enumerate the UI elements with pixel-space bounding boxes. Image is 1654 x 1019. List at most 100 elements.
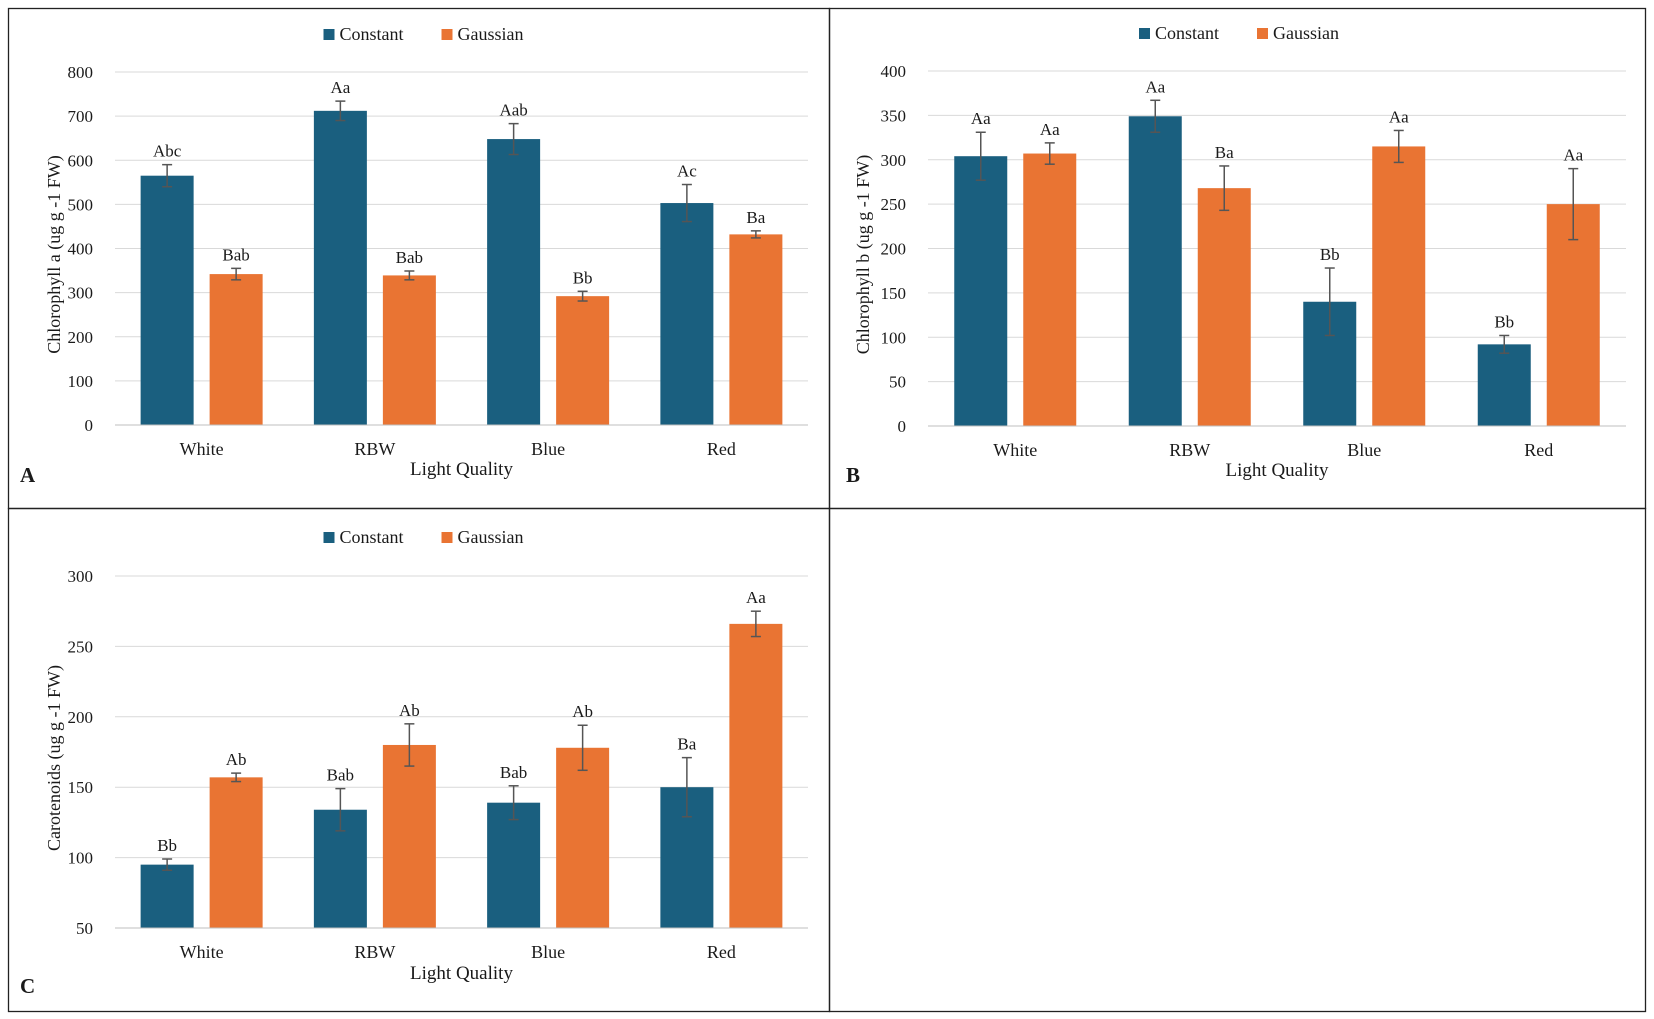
x-axis-title: Light Quality — [410, 459, 513, 480]
panel-empty-border — [828, 507, 1647, 1013]
bar-gaussian — [1372, 146, 1426, 426]
bar-constant — [1477, 344, 1531, 426]
significance-label: Ab — [226, 750, 247, 769]
panel-c-chart: 50 100 150 200 250 300 Bb Bab Bab Ba Ab Ab Ab Aa White… — [20, 527, 808, 998]
panel-letter: B — [846, 463, 860, 487]
y-tick-label: 800 — [68, 63, 94, 82]
y-tick-label: 0 — [898, 417, 907, 436]
legend-swatch-constant — [323, 532, 335, 543]
x-tick-label: Red — [707, 942, 736, 962]
y-tick-label: 300 — [68, 284, 94, 303]
panel-b-chart: 0 50 100 150 200 250 300 350 400 Aa Aa Bb Bb Aa Ba Aa Aa… — [846, 23, 1626, 487]
bar-gaussian — [556, 296, 610, 425]
legend-label-constant: Constant — [340, 527, 404, 547]
bar-gaussian — [556, 747, 610, 928]
bar-constant — [487, 139, 541, 425]
significance-label: Ac — [677, 162, 697, 181]
x-tick-label: Red — [1524, 440, 1553, 460]
y-tick-label: 400 — [881, 62, 907, 81]
y-tick-label: 350 — [881, 106, 907, 125]
y-tick-label: 200 — [68, 708, 94, 727]
x-tick-label: White — [180, 439, 224, 459]
legend-swatch-gaussian — [441, 29, 453, 40]
significance-label: Aa — [1040, 120, 1060, 139]
bar-constant — [660, 203, 714, 425]
legend-label-constant: Constant — [1155, 23, 1219, 43]
significance-label: Aa — [746, 588, 766, 607]
x-tick-label: RBW — [1169, 440, 1210, 460]
y-tick-label: 100 — [68, 849, 94, 868]
bar-gaussian — [1546, 204, 1600, 426]
y-tick-label: 150 — [881, 284, 907, 303]
significance-label: Aa — [330, 78, 350, 97]
bar-constant — [140, 864, 194, 928]
y-tick-label: 200 — [881, 240, 907, 259]
y-tick-label: 100 — [68, 372, 94, 391]
x-tick-label: White — [180, 942, 224, 962]
y-tick-label: 150 — [68, 778, 94, 797]
y-tick-label: 100 — [881, 328, 907, 347]
bar-constant — [954, 156, 1008, 426]
significance-label: Ba — [1215, 143, 1234, 162]
significance-label: Bab — [396, 248, 423, 267]
legend-swatch-constant — [323, 29, 335, 40]
bar-gaussian — [382, 275, 436, 425]
x-tick-label: Blue — [531, 942, 565, 962]
x-axis-title: Light Quality — [1226, 460, 1329, 481]
significance-label: Aab — [499, 101, 527, 120]
y-tick-label: 400 — [68, 240, 94, 259]
legend-swatch-gaussian — [441, 532, 453, 543]
bar-gaussian — [382, 744, 436, 928]
significance-label: Bb — [1320, 245, 1340, 264]
y-tick-label: 200 — [68, 328, 94, 347]
legend-label-gaussian: Gaussian — [458, 24, 524, 44]
bar-gaussian — [729, 623, 783, 928]
significance-label: Abc — [153, 142, 182, 161]
bar-constant — [313, 110, 367, 425]
significance-label: Aa — [1389, 107, 1409, 126]
x-tick-label: White — [993, 440, 1037, 460]
significance-label: Ba — [746, 208, 765, 227]
x-tick-label: Red — [707, 439, 736, 459]
y-tick-label: 250 — [881, 195, 907, 214]
legend-label-gaussian: Gaussian — [1273, 23, 1339, 43]
significance-label: Aa — [1563, 146, 1583, 165]
x-axis-title: Light Quality — [410, 963, 513, 984]
y-tick-label: 250 — [68, 637, 94, 656]
x-tick-label: RBW — [354, 439, 395, 459]
y-tick-label: 300 — [68, 567, 94, 586]
y-axis-title: Chlorophyll a (ug g -1 FW) — [44, 155, 65, 353]
significance-label: Bab — [222, 245, 249, 264]
x-tick-label: Blue — [1347, 440, 1381, 460]
bar-constant — [1128, 116, 1182, 426]
legend-label-gaussian: Gaussian — [458, 527, 524, 547]
y-tick-label: 700 — [68, 107, 94, 126]
bar-gaussian — [1197, 188, 1251, 426]
bar-gaussian — [1023, 153, 1077, 426]
bar-gaussian — [209, 274, 263, 425]
legend-swatch-gaussian — [1257, 28, 1268, 39]
panel-letter: C — [20, 974, 35, 998]
significance-label: Bab — [500, 763, 527, 782]
bar-constant — [487, 802, 541, 928]
significance-label: Aa — [971, 109, 991, 128]
bar-constant — [140, 175, 194, 425]
x-tick-label: RBW — [354, 942, 395, 962]
significance-label: Ab — [399, 701, 420, 720]
y-tick-label: 500 — [68, 195, 94, 214]
bar-gaussian — [729, 234, 783, 425]
bar-gaussian — [209, 777, 263, 928]
significance-label: Bb — [157, 836, 177, 855]
y-tick-label: 50 — [76, 919, 93, 938]
panel-a-chart: 0 100 200 300 400 500 600 700 800 Abc Aa Aab Ac Bab Ba… — [20, 24, 808, 487]
panel-letter: A — [20, 463, 36, 487]
y-tick-label: 300 — [881, 151, 907, 170]
significance-label: Ab — [572, 702, 593, 721]
significance-label: Ba — [677, 735, 696, 754]
y-tick-label: 50 — [889, 373, 906, 392]
y-tick-label: 0 — [85, 416, 94, 435]
x-tick-label: Blue — [531, 439, 565, 459]
legend-label-constant: Constant — [340, 24, 404, 44]
y-axis-title: Carotenoids (ug g -1 FW) — [44, 665, 65, 851]
